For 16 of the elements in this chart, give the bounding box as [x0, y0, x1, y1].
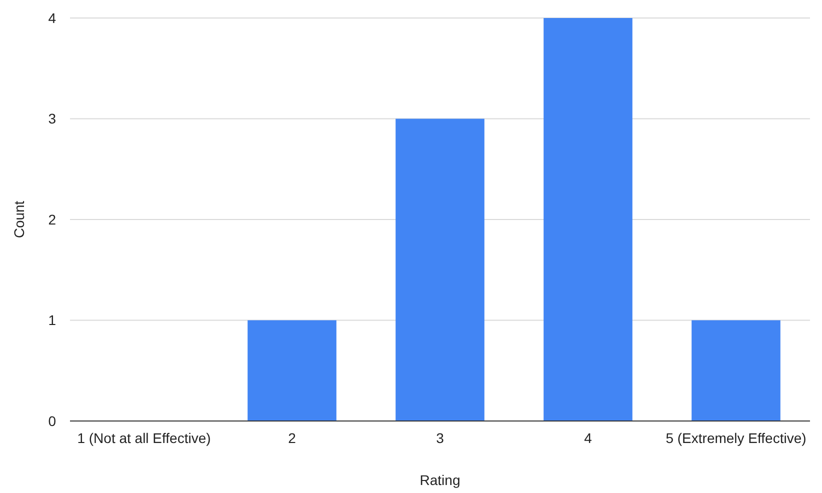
- y-tick-label: 2: [48, 211, 56, 228]
- x-tick-label: 4: [584, 430, 592, 446]
- y-axis-title: Count: [11, 200, 27, 238]
- bar: [544, 18, 632, 421]
- bar: [396, 118, 484, 421]
- x-tick-label: 5 (Extremely Effective): [666, 430, 806, 446]
- x-tick-label: 2: [288, 430, 296, 446]
- y-tick-label: 4: [48, 10, 56, 26]
- y-tick-label: 1: [48, 312, 56, 328]
- x-tick-label: 1 (Not at all Effective): [77, 430, 211, 446]
- x-tick-label: 3: [436, 430, 444, 446]
- y-tick-label: 3: [48, 110, 56, 127]
- y-tick-label: 0: [48, 412, 56, 429]
- bar: [692, 320, 780, 421]
- x-axis-title: Rating: [420, 472, 460, 488]
- bar: [248, 320, 336, 421]
